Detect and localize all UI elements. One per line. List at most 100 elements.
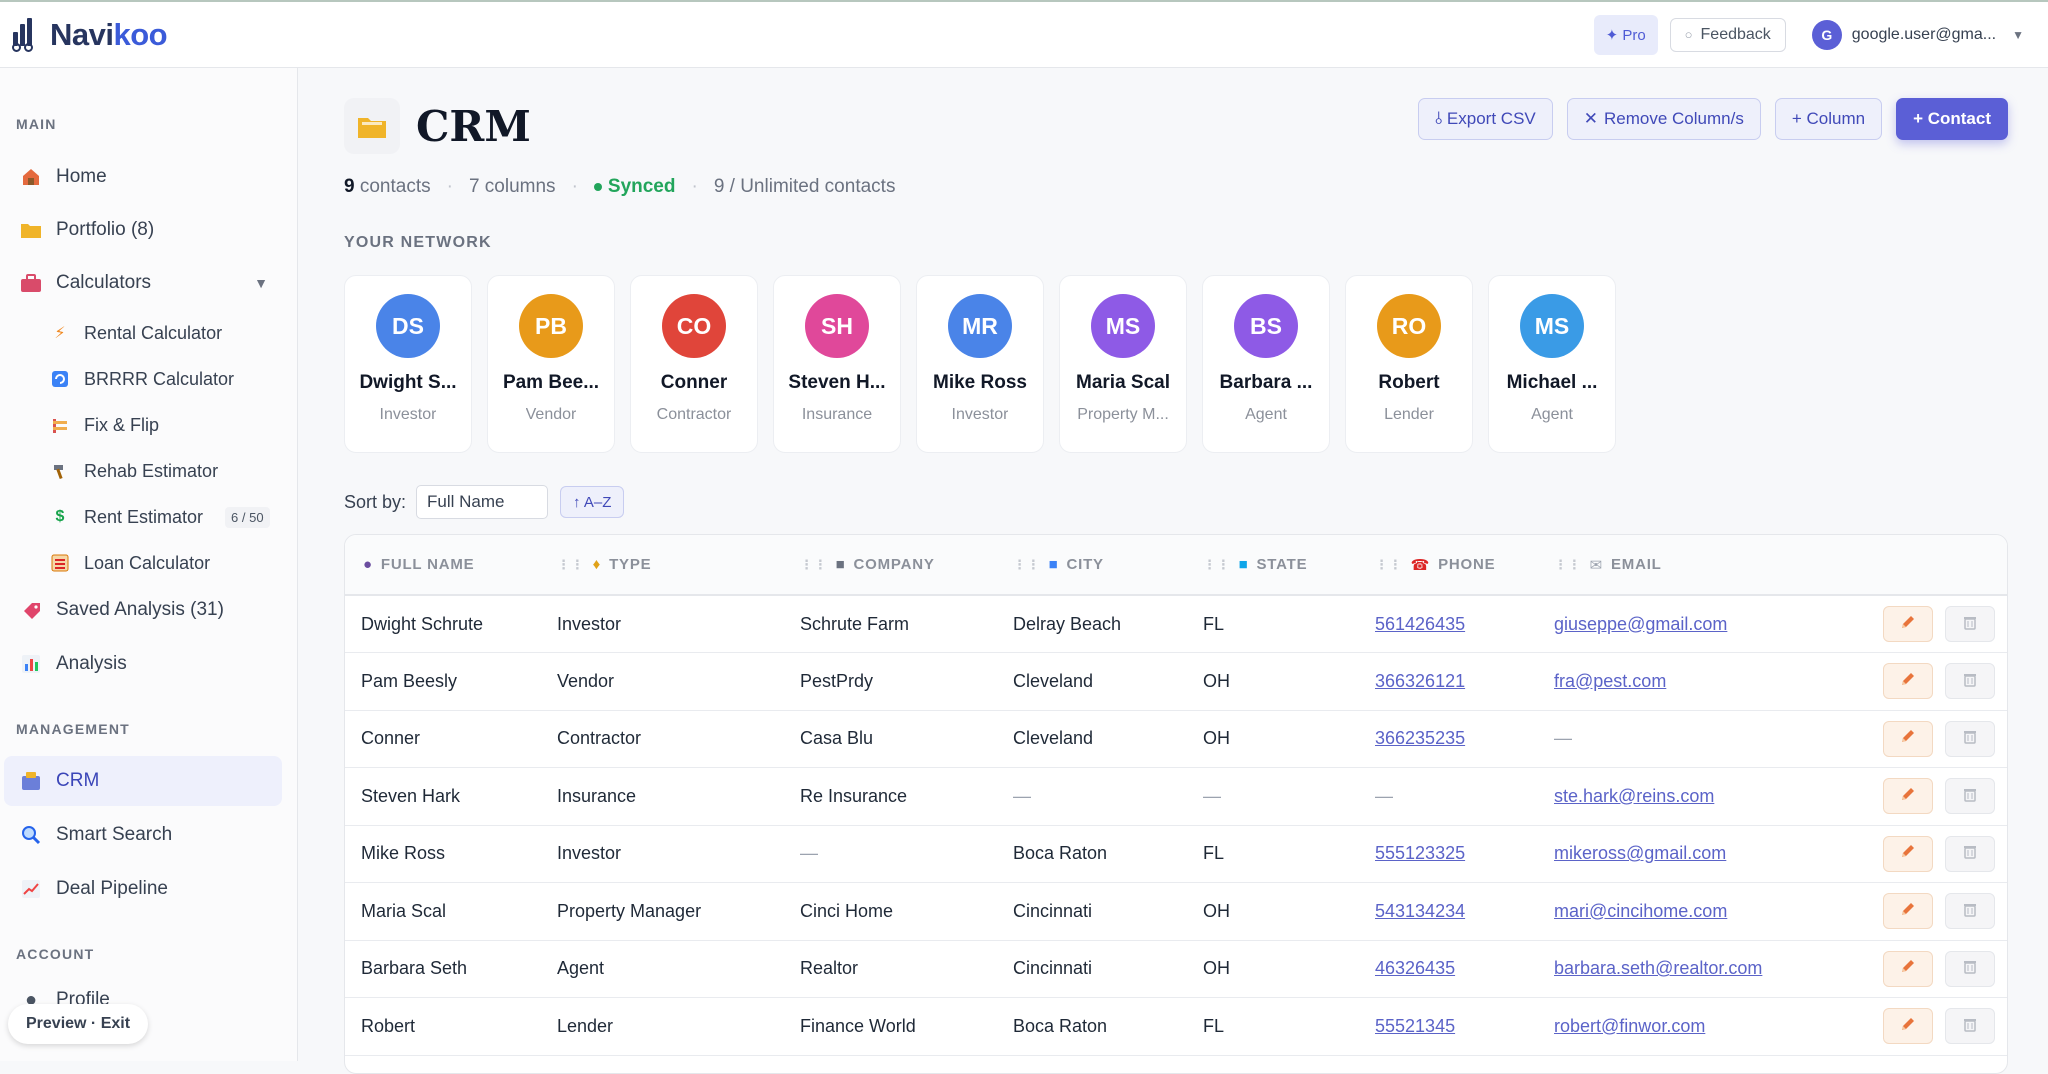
column-header-city[interactable]: ⋮⋮ ■ CITY	[1013, 535, 1203, 596]
cell-full-name: Robert	[345, 997, 557, 1056]
edit-button[interactable]	[1883, 1008, 1933, 1045]
table-row[interactable]: Robert Lender Finance World Boca Raton FL 555…	[345, 997, 2007, 1056]
network-card[interactable]: MR Mike Ross Investor	[916, 275, 1044, 453]
delete-button[interactable]	[1945, 950, 1995, 987]
cell-phone[interactable]: 561426435	[1375, 595, 1554, 653]
table-row[interactable]: Maria Scal Property Manager Cinci Home Cinc…	[345, 882, 2007, 941]
edit-button[interactable]	[1883, 893, 1933, 930]
cell-phone[interactable]: 55521345	[1375, 997, 1554, 1056]
cell-email[interactable]: ste.hark@reins.com	[1554, 767, 1854, 826]
column-header-full-name[interactable]: ● FULL NAME	[345, 535, 557, 596]
cell-company: Realtor	[800, 940, 1013, 998]
sidebar-item-calculators[interactable]: Calculators ▼	[4, 258, 282, 308]
drag-handle-icon[interactable]: ⋮⋮	[1013, 556, 1041, 572]
edit-button[interactable]	[1883, 606, 1933, 642]
pro-button[interactable]: ✦ Pro	[1593, 14, 1658, 55]
contact-count: 9 contacts	[344, 176, 431, 197]
delete-button[interactable]	[1945, 720, 1995, 757]
drag-handle-icon[interactable]: ⋮⋮	[1203, 556, 1231, 572]
logo-icon	[10, 17, 44, 52]
delete-button[interactable]	[1945, 835, 1995, 872]
table-row[interactable]: Mike Ross Investor — Boca Raton FL 555123325 m…	[345, 825, 2007, 883]
sidebar-item-analysis[interactable]: Analysis	[4, 639, 282, 689]
edit-button[interactable]	[1883, 663, 1933, 700]
network-card[interactable]: RO Robert Lender	[1345, 275, 1473, 453]
network-card[interactable]: MS Maria Scal Property M...	[1059, 275, 1187, 453]
cell-phone[interactable]: 543134234	[1375, 882, 1554, 941]
delete-button[interactable]	[1945, 663, 1995, 700]
sidebar-item-deal-pipeline[interactable]: Deal Pipeline	[4, 864, 282, 914]
delete-button[interactable]	[1945, 893, 1995, 930]
preview-exit-button[interactable]: Preview · Exit	[8, 1004, 149, 1044]
sidebar-item-saved-analysis[interactable]: Saved Analysis (31)	[4, 585, 282, 635]
user-menu[interactable]: G google.user@gma... ▼	[1811, 19, 2024, 50]
table-row[interactable]: Steven Hark Insurance Re Insurance — — — ste.h…	[345, 767, 2007, 826]
cell-state: OH	[1203, 882, 1375, 941]
sort-direction-toggle[interactable]: ↑ A–Z	[560, 486, 625, 518]
drag-handle-icon[interactable]: ⋮⋮	[1375, 556, 1403, 572]
pencil-icon	[1899, 957, 1917, 980]
sidebar-item-rehab-estimator[interactable]: Rehab Estimator	[36, 450, 282, 492]
column-header-state[interactable]: ⋮⋮ ■ STATE	[1203, 535, 1375, 596]
feedback-button[interactable]: ○ Feedback	[1669, 17, 1786, 52]
delete-button[interactable]	[1945, 1008, 1995, 1045]
cell-email[interactable]: giuseppe@gmail.com	[1554, 595, 1854, 653]
edit-button[interactable]	[1883, 950, 1933, 987]
drag-handle-icon[interactable]: ⋮⋮	[557, 556, 585, 572]
chevron-down-icon[interactable]: ▼	[254, 275, 268, 291]
cell-email[interactable]: mari@cincihome.com	[1554, 882, 1854, 941]
network-card[interactable]: DS Dwight S... Investor	[344, 275, 472, 453]
sidebar-item-brrrr-calculator[interactable]: BRRRR Calculator	[36, 358, 282, 400]
table-row[interactable]: Dwight Schrute Investor Schrute Farm Delray…	[345, 595, 2007, 653]
sort-field-select[interactable]: Full Name	[416, 485, 549, 519]
table-row[interactable]: Pam Beesly Vendor PestPrdy Cleveland OH 36632…	[345, 652, 2007, 711]
add-column-button[interactable]: + Column	[1774, 98, 1883, 140]
cell-phone[interactable]: 555123325	[1375, 825, 1554, 883]
network-card[interactable]: BS Barbara ... Agent	[1202, 275, 1330, 453]
cell-phone[interactable]: 366326121	[1375, 652, 1554, 711]
sidebar-item-rental-calculator[interactable]: ⚡ Rental Calculator	[36, 312, 282, 354]
sidebar-item-home[interactable]: Home	[4, 152, 282, 202]
sidebar-item-loan-calculator[interactable]: Loan Calculator	[36, 542, 282, 584]
network-card[interactable]: PB Pam Bee... Vendor	[487, 275, 615, 453]
add-contact-button[interactable]: + Contact	[1896, 98, 2008, 140]
delete-button[interactable]	[1945, 778, 1995, 815]
column-header-email[interactable]: ⋮⋮ ✉ EMAIL	[1554, 535, 1854, 596]
edit-button[interactable]	[1883, 835, 1933, 872]
cell-phone[interactable]: 366235235	[1375, 710, 1554, 768]
user-email: google.user@gma...	[1851, 25, 1997, 43]
cell-state: FL	[1203, 825, 1375, 883]
edit-button[interactable]	[1883, 720, 1933, 757]
cell-email[interactable]: robert@finwor.com	[1554, 997, 1854, 1056]
drag-handle-icon[interactable]: ⋮⋮	[800, 556, 828, 572]
sidebar-item-crm[interactable]: CRM	[4, 756, 282, 806]
drag-handle-icon[interactable]: ⋮⋮	[1554, 556, 1582, 572]
network-card[interactable]: SH Steven H... Insurance	[773, 275, 901, 453]
sidebar-item-smart-search[interactable]: Smart Search	[4, 810, 282, 860]
edit-button[interactable]	[1883, 778, 1933, 815]
section-main-title: MAIN	[16, 116, 57, 132]
remove-columns-button[interactable]: ✕ Remove Column/s	[1566, 98, 1761, 140]
delete-button[interactable]	[1945, 606, 1995, 642]
contact-role: Insurance	[801, 406, 873, 423]
brand-logo[interactable]: Navikoo	[10, 17, 168, 53]
cycle-icon	[50, 369, 70, 389]
network-card[interactable]: MS Michael ... Agent	[1488, 275, 1616, 453]
sidebar-item-portfolio[interactable]: Portfolio (8)	[4, 205, 282, 255]
cell-email[interactable]: mikeross@gmail.com	[1554, 825, 1854, 883]
cell-email[interactable]: barbara.seth@realtor.com	[1554, 940, 1854, 998]
sidebar-item-rent-estimator[interactable]: $ Rent Estimator 6 / 50	[36, 496, 282, 538]
network-card[interactable]: CO Conner Contractor	[630, 275, 758, 453]
table-row[interactable]: Barbara Seth Agent Realtor Cincinnati OH 4632…	[345, 940, 2007, 998]
column-header-phone[interactable]: ⋮⋮ ☎ PHONE	[1375, 535, 1554, 596]
cell-phone[interactable]: 46326435	[1375, 940, 1554, 998]
table-row[interactable]: Conner Contractor Casa Blu Cleveland OH 36623…	[345, 710, 2007, 768]
column-header-company[interactable]: ⋮⋮ ■ COMPANY	[800, 535, 1013, 596]
cell-email[interactable]: fra@pest.com	[1554, 652, 1854, 711]
remove-columns-label: Remove Column/s	[1604, 109, 1744, 128]
avatar: DS	[376, 294, 440, 358]
column-header-type[interactable]: ⋮⋮ ♦ TYPE	[557, 535, 800, 596]
sidebar-item-fix-flip[interactable]: Fix & Flip	[36, 404, 282, 446]
export-csv-button[interactable]: ⫰ Export CSV	[1417, 98, 1553, 140]
main-content: CRM ⫰ Export CSV ✕ Remove Column/s + Col…	[299, 68, 2048, 1074]
